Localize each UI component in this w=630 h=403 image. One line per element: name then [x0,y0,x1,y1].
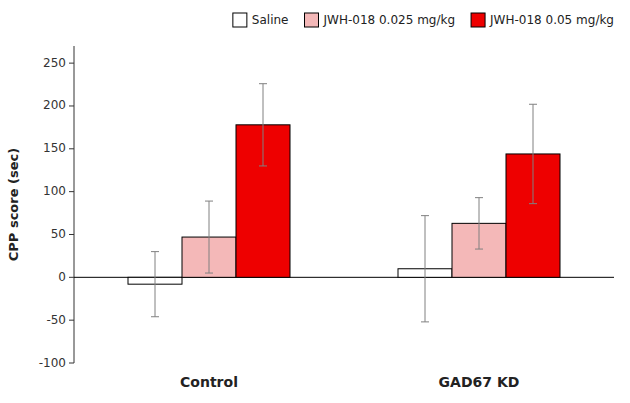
y-tick [69,234,74,235]
legend-item: JWH-018 0.05 mg/kg [471,13,614,28]
legend-swatch [305,13,319,27]
plot-area [74,84,614,322]
y-tick [69,105,74,106]
error-bar-stem [479,198,480,249]
legend-label: Saline [252,13,289,27]
y-axis-line [74,46,75,363]
error-bar-cap [259,165,267,166]
error-bar-stem [263,84,264,166]
error-bar [529,104,537,203]
x-tick-label: Control [180,374,238,390]
error-bar-cap [259,83,267,84]
error-bar [259,84,267,166]
legend-item: Saline [233,13,289,28]
error-bar-cap [205,201,213,202]
y-tick [69,191,74,192]
error-bar-cap [421,321,429,322]
y-tick-label: 150 [43,141,66,155]
error-bar-cap [529,104,537,105]
y-tick-label: -50 [46,313,66,327]
y-tick-label: -100 [39,356,66,370]
y-tick [69,363,74,364]
error-bar-cap [475,197,483,198]
error-bar-stem [155,252,156,317]
y-tick-label: 0 [58,270,66,284]
y-axis-label: CPP score (sec) [6,148,21,261]
error-bar-cap [529,203,537,204]
y-tick [69,277,74,278]
error-bar-stem [533,104,534,203]
y-tick [69,148,74,149]
error-bar-cap [475,249,483,250]
chart-container: -100 -50 0 50 100 150 200 250 CPP score (sec) Con… [0,0,630,403]
legend-label: JWH-018 0.025 mg/kg [323,13,456,27]
legend: Saline JWH-018 0.025 mg/kg JWH-018 0.05 mg… [233,13,614,28]
y-tick-label: 250 [43,56,66,70]
error-bar-stem [209,201,210,273]
error-bar [421,216,429,322]
y-tick [69,320,74,321]
y-tick-label: 200 [43,98,66,112]
legend-swatch [471,13,485,27]
error-bar [205,201,213,273]
error-bar-stem [425,216,426,322]
chart: -100 -50 0 50 100 150 200 250 CPP score (sec) Con… [0,0,630,403]
legend-swatch [233,13,247,27]
x-tick-label: GAD67 KD [439,374,520,390]
legend-item: JWH-018 0.025 mg/kg [305,13,456,28]
error-bar-cap [205,273,213,274]
error-bar [475,198,483,249]
legend-label: JWH-018 0.05 mg/kg [489,13,614,27]
y-tick-label: 100 [43,184,66,198]
error-bar-cap [421,215,429,216]
y-tick-label: 50 [51,227,66,241]
error-bar-cap [151,316,159,317]
y-tick [69,63,74,64]
error-bar [151,252,159,317]
error-bar-cap [151,251,159,252]
